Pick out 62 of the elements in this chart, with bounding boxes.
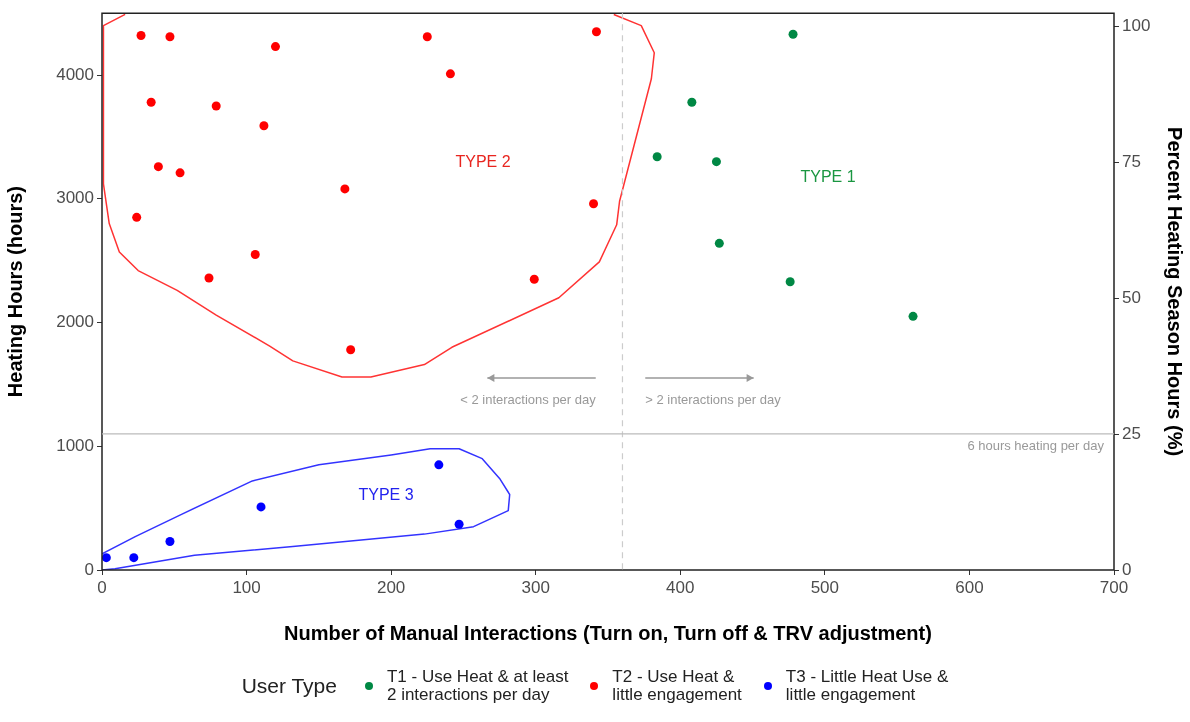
point: [711, 157, 721, 167]
point: [250, 249, 260, 259]
legend-label: T3 - Little Heat Use & little engagement: [785, 667, 949, 704]
y2-tick-label: 0: [1122, 559, 1132, 579]
point: [153, 162, 163, 172]
y2-axis-title: Percent Heating Season Hours (%): [1164, 127, 1187, 457]
y2-tick-label: 75: [1122, 152, 1141, 172]
point: [340, 184, 350, 194]
annotation: > 2 interactions per day: [645, 391, 782, 407]
annotation: TYPE 1: [800, 168, 856, 186]
point: [687, 97, 697, 107]
point: [589, 199, 599, 209]
legend-label: T2 - Use Heat & little engagement: [612, 667, 742, 704]
x-tick-label: 600: [955, 577, 984, 597]
x-tick-label: 100: [232, 577, 261, 597]
point: [454, 519, 464, 529]
point: [714, 238, 724, 248]
y2-tick-label: 50: [1122, 288, 1141, 308]
y-tick-label: 0: [84, 559, 94, 579]
point: [788, 29, 798, 39]
point: [211, 101, 221, 111]
annotation: TYPE 3: [358, 486, 414, 504]
ref-line-label: 6 hours heating per day: [967, 437, 1105, 453]
point: [132, 212, 142, 222]
x-tick-label: 500: [810, 577, 840, 597]
point: [785, 277, 795, 287]
point: [146, 97, 156, 107]
point: [652, 152, 662, 162]
point: [529, 274, 539, 284]
point: [102, 553, 111, 563]
point: [908, 311, 918, 321]
point: [434, 460, 444, 470]
y-axis-title: Heating Hours (hours): [3, 186, 26, 398]
x-tick-label: 200: [376, 577, 406, 597]
annotation: < 2 interactions per day: [460, 391, 597, 407]
point: [445, 69, 455, 79]
point: [270, 42, 280, 52]
x-axis-title: Number of Manual Interactions (Turn on, Turn off & TRV adjustment): [284, 621, 932, 644]
y2-tick-label: 100: [1122, 16, 1151, 36]
point: [175, 168, 185, 178]
legend-label: T1 - Use Heat & at least 2 interactions per day: [386, 667, 569, 704]
annotation: TYPE 2: [455, 153, 511, 171]
x-tick-label: 400: [666, 577, 695, 597]
point: [136, 30, 146, 40]
y-tick-label: 4000: [56, 64, 94, 84]
point: [165, 537, 175, 547]
x-tick-label: 300: [521, 577, 550, 597]
point: [204, 273, 214, 283]
x-tick-label: 700: [1099, 577, 1129, 597]
point: [129, 553, 139, 563]
point: [591, 27, 601, 37]
y-tick-label: 1000: [56, 435, 94, 455]
y-tick-label: 2000: [56, 312, 94, 332]
point: [346, 345, 356, 355]
y-tick-label: 3000: [56, 188, 94, 208]
point: [165, 32, 175, 42]
point: [422, 32, 432, 42]
x-tick-label: 0: [97, 577, 107, 597]
legend-title: User Type: [241, 674, 337, 698]
y2-tick-label: 25: [1122, 423, 1141, 443]
point: [256, 502, 266, 512]
point: [259, 121, 269, 131]
